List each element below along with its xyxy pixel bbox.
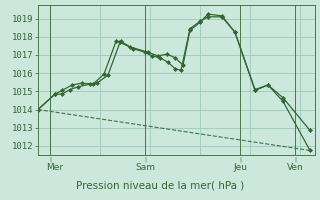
Text: |: |: [239, 157, 241, 162]
Text: |: |: [49, 157, 51, 162]
Text: |: |: [144, 157, 146, 162]
Text: Sam: Sam: [135, 163, 155, 172]
Text: Jeu: Jeu: [233, 163, 247, 172]
Text: Mer: Mer: [46, 163, 64, 172]
Text: |: |: [294, 157, 296, 162]
Text: Pression niveau de la mer( hPa ): Pression niveau de la mer( hPa ): [76, 181, 244, 191]
Text: Ven: Ven: [287, 163, 303, 172]
